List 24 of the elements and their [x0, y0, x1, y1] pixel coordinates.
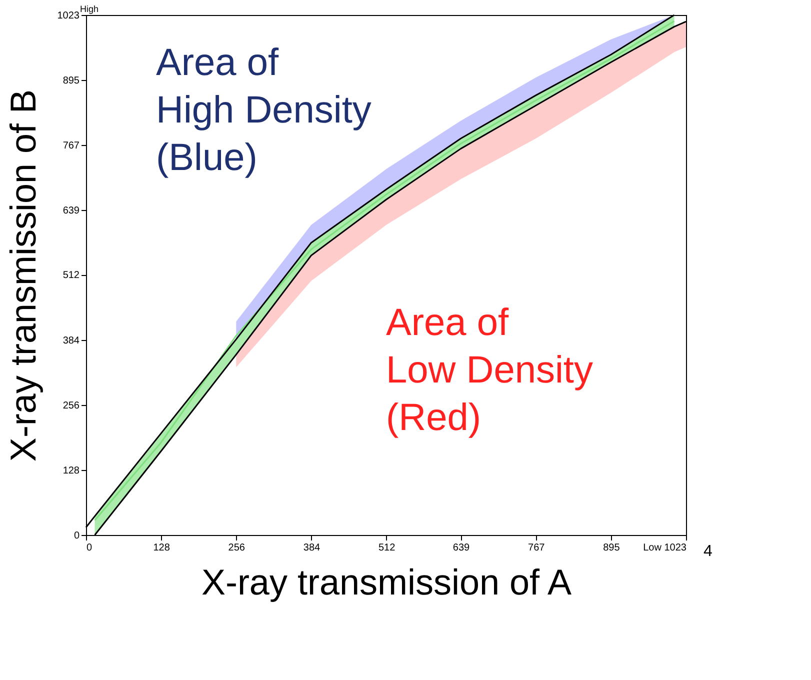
- x-tick-label: 512: [378, 542, 396, 554]
- y-tick-label: 1023: [57, 10, 80, 22]
- annotation: Area of Low Density (Red): [386, 302, 593, 439]
- y-tick-label: 256: [62, 400, 80, 412]
- text: High: [80, 4, 99, 14]
- x-tick-label: 128: [153, 542, 170, 554]
- y-axis-title: X-ray transmission of B: [2, 89, 44, 462]
- x-tick-label: 639: [452, 542, 470, 554]
- x-tick-label: 895: [603, 542, 620, 554]
- x-axis-title: X-ray transmission of A: [201, 562, 572, 602]
- x-tick-label: 256: [228, 542, 246, 554]
- y-tick-label: 128: [62, 465, 80, 476]
- annotation: Area of High Density (Blue): [156, 42, 372, 179]
- y-tick-label: 512: [62, 270, 80, 282]
- x-tick-label: 767: [528, 542, 546, 554]
- text: 4: [704, 543, 713, 560]
- y-tick-label: 895: [62, 76, 80, 87]
- x-tick-label: 0: [86, 542, 92, 554]
- y-tick-label: 767: [62, 140, 80, 152]
- x-tick-label: 384: [303, 542, 320, 554]
- x-tick-label: Low 1023: [643, 542, 687, 554]
- y-tick-label: 0: [74, 530, 80, 542]
- y-tick-label: 639: [62, 206, 80, 217]
- y-tick-label: 384: [62, 335, 80, 346]
